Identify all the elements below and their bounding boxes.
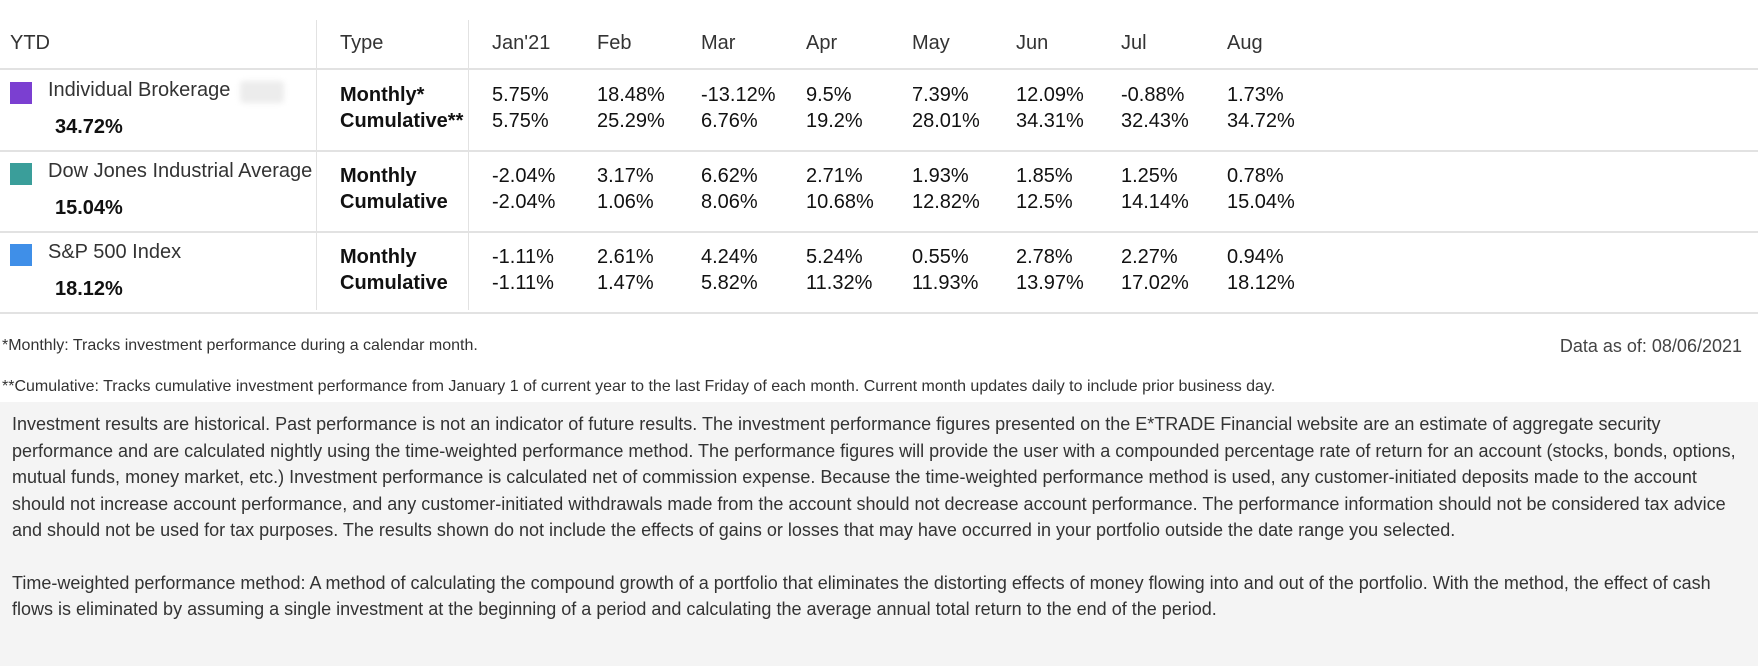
type-monthly: Monthly: [340, 246, 417, 268]
ytd-total: 15.04%: [55, 197, 123, 219]
cumulative-value: 1.06%: [597, 191, 654, 213]
type-monthly: Monthly*: [340, 84, 425, 106]
column-divider: [468, 20, 469, 310]
account-name[interactable]: Individual Brokerage: [48, 79, 231, 101]
footnote-cumulative: **Cumulative: Tracks cumulative investme…: [2, 378, 1276, 395]
monthly-value: 1.93%: [912, 165, 969, 187]
series-color-swatch: [10, 82, 32, 104]
cumulative-value: 32.43%: [1121, 110, 1189, 132]
header-month: May: [912, 32, 950, 54]
header-type: Type: [340, 32, 384, 54]
monthly-value: -1.11%: [492, 246, 554, 268]
footnote-monthly: *Monthly: Tracks investment performance …: [2, 337, 478, 354]
type-cumulative: Cumulative**: [340, 110, 464, 132]
monthly-value: 1.25%: [1121, 165, 1178, 187]
benchmark-name: Dow Jones Industrial Average: [48, 160, 313, 182]
monthly-value: 5.24%: [806, 246, 863, 268]
cumulative-value: 13.97%: [1016, 272, 1084, 294]
cumulative-value: 5.75%: [492, 110, 549, 132]
series-color-swatch: [10, 163, 32, 185]
header-month: Apr: [806, 32, 838, 54]
cumulative-value: 11.93%: [912, 272, 979, 294]
monthly-value: 2.61%: [597, 246, 654, 268]
cumulative-value: 1.47%: [597, 272, 654, 294]
cumulative-value: 34.72%: [1227, 110, 1295, 132]
monthly-value: 0.55%: [912, 246, 969, 268]
monthly-value: 2.78%: [1016, 246, 1073, 268]
cumulative-value: 8.06%: [701, 191, 758, 213]
monthly-value: 18.48%: [597, 84, 665, 106]
header-month: Jul: [1121, 32, 1147, 54]
header-ytd: YTD: [10, 32, 50, 54]
cumulative-value: 12.5%: [1016, 191, 1073, 213]
monthly-value: 2.71%: [806, 165, 863, 187]
header-month: Mar: [701, 32, 736, 54]
cumulative-value: 5.82%: [701, 272, 758, 294]
header-month: Jun: [1016, 32, 1049, 54]
monthly-value: 5.75%: [492, 84, 549, 106]
monthly-value: 1.73%: [1227, 84, 1284, 106]
monthly-value: -0.88%: [1121, 84, 1185, 106]
cumulative-value: 6.76%: [701, 110, 758, 132]
series-color-swatch: [10, 244, 32, 266]
monthly-value: 1.85%: [1016, 165, 1073, 187]
monthly-value: -2.04%: [492, 165, 556, 187]
account-number-masked: [240, 81, 284, 103]
monthly-value: 9.5%: [806, 84, 852, 106]
header-month: Aug: [1227, 32, 1263, 54]
cumulative-value: 14.14%: [1121, 191, 1189, 213]
type-cumulative: Cumulative: [340, 191, 448, 213]
monthly-value: 7.39%: [912, 84, 969, 106]
cumulative-value: 10.68%: [806, 191, 874, 213]
benchmark-name: S&P 500 Index: [48, 241, 182, 263]
monthly-value: 6.62%: [701, 165, 758, 187]
monthly-value: 4.24%: [701, 246, 758, 268]
table-row: Dow Jones Industrial Average 15.04% Mont…: [0, 151, 1758, 233]
cumulative-value: 18.12%: [1227, 272, 1295, 294]
column-divider: [316, 20, 317, 310]
ytd-total: 34.72%: [55, 116, 123, 138]
disclaimer-paragraph: Time-weighted performance method: A meth…: [12, 572, 1711, 620]
monthly-value: 2.27%: [1121, 246, 1178, 268]
cumulative-value: 15.04%: [1227, 191, 1295, 213]
cumulative-value: 11.32%: [806, 272, 873, 294]
monthly-value: 12.09%: [1016, 84, 1084, 106]
header-month: Feb: [597, 32, 632, 54]
cumulative-value: 12.82%: [912, 191, 980, 213]
cumulative-value: 25.29%: [597, 110, 665, 132]
cumulative-value: 28.01%: [912, 110, 980, 132]
type-cumulative: Cumulative: [340, 272, 448, 294]
ytd-total: 18.12%: [55, 278, 123, 300]
table-header: YTD Type Jan'21 Feb Mar Apr May Jun Jul …: [0, 20, 1758, 70]
monthly-value: -13.12%: [701, 84, 776, 106]
cumulative-value: 19.2%: [806, 110, 863, 132]
cumulative-value: 17.02%: [1121, 272, 1189, 294]
cumulative-value: -1.11%: [492, 272, 554, 294]
cumulative-value: 34.31%: [1016, 110, 1084, 132]
table-row: S&P 500 Index 18.12% Monthly Cumulative …: [0, 232, 1758, 314]
type-monthly: Monthly: [340, 165, 417, 187]
data-as-of: Data as of: 08/06/2021: [1559, 336, 1742, 356]
monthly-value: 3.17%: [597, 165, 654, 187]
disclaimer-paragraph: Investment results are historical. Past …: [12, 414, 1736, 540]
monthly-value: 0.78%: [1227, 165, 1284, 187]
table-row: Individual Brokerage 34.72% Monthly* Cum…: [0, 70, 1758, 152]
monthly-value: 0.94%: [1227, 246, 1284, 268]
cumulative-value: -2.04%: [492, 191, 556, 213]
header-month: Jan'21: [492, 32, 551, 54]
disclaimer-panel: Investment results are historical. Past …: [0, 402, 1758, 666]
